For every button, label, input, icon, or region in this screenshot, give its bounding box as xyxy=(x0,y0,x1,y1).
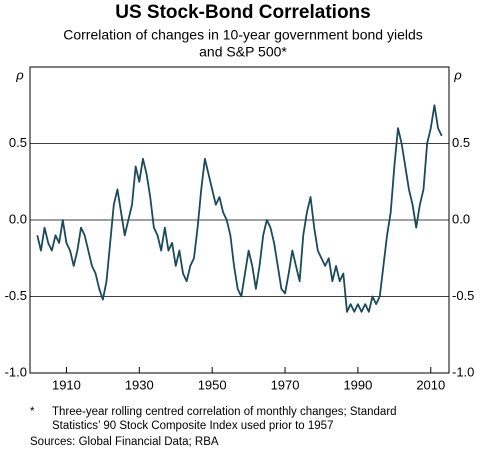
note-marker: * xyxy=(30,406,35,418)
source: Sources: Global Financial Data; RBA xyxy=(30,436,219,448)
y-tick-label: 0.0 xyxy=(9,211,27,226)
x-tick-label: 1930 xyxy=(125,377,154,392)
x-tick-label: 1970 xyxy=(271,377,300,392)
x-tick-label: 1910 xyxy=(52,377,81,392)
y2-tick-label: -0.5 xyxy=(452,288,474,303)
x-tick-label: 1950 xyxy=(198,377,227,392)
y2-tick-label: -1.0 xyxy=(452,364,474,379)
y2-tick-label: 0.5 xyxy=(452,135,470,150)
y-axis-label: ρ xyxy=(15,67,24,82)
note: Statistics’ 90 Stock Composite Index use… xyxy=(52,420,333,432)
y2-tick-label: 0.0 xyxy=(452,211,470,226)
y-tick-label: -1.0 xyxy=(5,364,27,379)
chart-subtitle: and S&P 500* xyxy=(199,44,287,60)
y-tick-label: 0.5 xyxy=(9,135,27,150)
chart-subtitle: Correlation of changes in 10-year govern… xyxy=(63,27,423,43)
note: Three-year rolling centred correlation o… xyxy=(52,406,397,418)
chart-title: US Stock-Bond Correlations xyxy=(115,2,370,23)
x-tick-label: 1990 xyxy=(343,377,372,392)
x-tick-label: 2010 xyxy=(416,377,445,392)
y2-axis-label: ρ xyxy=(453,67,462,82)
y-tick-label: -0.5 xyxy=(5,288,27,303)
data-line xyxy=(36,104,443,313)
